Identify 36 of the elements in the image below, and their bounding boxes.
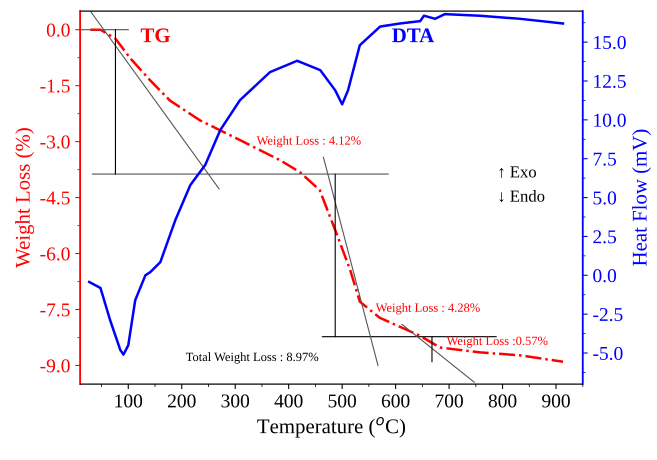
x-tick-label: 500	[328, 394, 356, 408]
annotation: Weight Loss : 4.28%	[376, 303, 480, 314]
x-tick-label: 900	[542, 394, 570, 408]
y2-axis-title: Heat Flow (mV)	[632, 130, 651, 266]
series-label: TG	[140, 28, 170, 42]
x-axis-title: Temperature ($^{o}$C)	[257, 417, 406, 438]
annotation: ↑ Exo	[500, 166, 536, 178]
x-tick-label: 200	[168, 394, 196, 408]
x-tick-label: 600	[382, 394, 410, 408]
annotation: Weight Loss :0.57%	[446, 336, 548, 348]
y2-tick-label: -5.0	[593, 346, 623, 360]
y2-tick-label: 0.0	[593, 269, 616, 282]
y-tick-label: -4.5	[40, 192, 70, 205]
y-tick-label: -1.5	[40, 80, 70, 93]
x-tick-label: 400	[274, 394, 303, 408]
y-tick-label: -6.0	[40, 247, 70, 261]
x-tick-label: 100	[115, 394, 142, 408]
series-label: DTA	[392, 28, 434, 42]
y2-tick-label: 2.5	[593, 230, 616, 244]
y-axis-title: Weight Loss (%)	[15, 128, 34, 268]
x-tick-label: 700	[436, 394, 463, 408]
annotation: Total Weight Loss : 8.97%	[186, 352, 318, 364]
annotation: ↓ Endo	[500, 190, 544, 202]
y-tick-label: -7.5	[40, 304, 70, 317]
annotation: Weight Loss : 4.12%	[256, 136, 361, 148]
x-tick-label: 800	[488, 394, 516, 408]
y2-tick-label: 7.5	[594, 152, 616, 166]
y2-tick-label: 15.0	[594, 36, 626, 50]
y2-tick-label: 12.5	[594, 74, 626, 88]
y2-tick-label: 10.0	[594, 114, 626, 127]
y2-tick-label: 5.0	[594, 191, 616, 205]
y2-tick-label: -2.5	[593, 308, 622, 322]
x-tick-label: 300	[222, 394, 250, 408]
y-tick-label: 0.0	[46, 24, 70, 37]
y-tick-label: -3.0	[40, 135, 70, 149]
y-tick-label: -9.0	[40, 359, 70, 372]
